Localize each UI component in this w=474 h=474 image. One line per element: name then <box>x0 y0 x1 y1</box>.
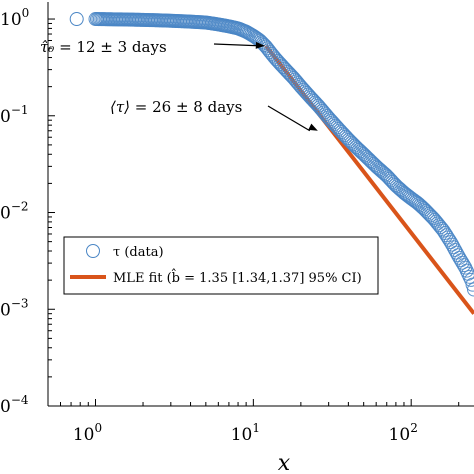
plot-background <box>48 2 474 406</box>
data-point <box>376 166 391 181</box>
y-tick-label: 0−1 <box>0 103 29 127</box>
data-point <box>362 152 377 167</box>
data-point <box>432 218 447 233</box>
data-point <box>464 272 474 287</box>
data-point <box>465 277 474 292</box>
data-point <box>354 145 369 160</box>
data-point <box>427 212 442 227</box>
data-point <box>467 282 474 297</box>
annotation-tau0-text: τ̂₀ = 12 ± 3 days <box>40 38 167 56</box>
annotation-mean-tau-arrow <box>267 105 311 132</box>
x-tick-label: 101 <box>231 421 260 445</box>
annotation-mean-tau-arrowhead <box>308 123 318 131</box>
x-axis-label: x <box>278 451 291 474</box>
data-point <box>430 216 445 231</box>
x-tick-label: 102 <box>389 421 418 445</box>
data-point <box>414 199 429 214</box>
data-point <box>413 198 428 213</box>
legend-data-marker <box>86 244 100 258</box>
data-point <box>343 134 358 149</box>
data-point <box>260 41 275 56</box>
data-point <box>356 146 371 161</box>
data-point <box>416 200 431 215</box>
annotation-mean-tau-text: ⟨τ⟩ = 26 ± 8 days <box>110 98 242 116</box>
annotation-tau0-arrow <box>213 43 257 47</box>
legend: τ (data) MLE fit (b̂ = 1.35 [1.34,1.37] … <box>63 236 379 295</box>
y-ticks: 100 0−1 0−2 0−3 0−4 <box>0 6 55 417</box>
y-tick-label: 0−2 <box>0 200 29 224</box>
data-layer <box>69 12 474 297</box>
data-point <box>458 260 473 275</box>
y-tick-label: 0−3 <box>0 296 29 320</box>
y-tick-label: 100 <box>0 6 29 30</box>
data-point <box>359 149 374 164</box>
annotation-mean-tau: ⟨τ⟩ = 26 ± 8 days <box>110 98 318 132</box>
data-point <box>462 269 474 284</box>
data-point <box>341 132 356 147</box>
data-point <box>378 167 393 182</box>
data-point <box>69 12 84 27</box>
data-point <box>385 174 400 189</box>
annotation-tau0-arrowhead <box>255 41 265 49</box>
data-point <box>344 135 359 150</box>
data-point <box>375 164 390 179</box>
data-point <box>346 137 361 152</box>
data-point <box>263 45 278 60</box>
x-ticks: 100 101 102 <box>47 399 460 445</box>
data-point <box>360 151 375 166</box>
data-point <box>261 43 276 58</box>
data-point <box>340 131 355 146</box>
data-point <box>459 263 474 278</box>
data-point <box>429 214 444 229</box>
legend-box <box>63 236 379 295</box>
legend-data-label: τ (data) <box>113 245 164 260</box>
data-point <box>357 148 372 163</box>
x-tick-label: 100 <box>73 421 102 445</box>
annotation-tau0: τ̂₀ = 12 ± 3 days <box>40 38 265 56</box>
legend-fit-label: MLE fit (b̂ = 1.35 [1.34,1.37] 95% CI) <box>113 268 362 286</box>
y-tick-label: 0−4 <box>0 393 29 417</box>
